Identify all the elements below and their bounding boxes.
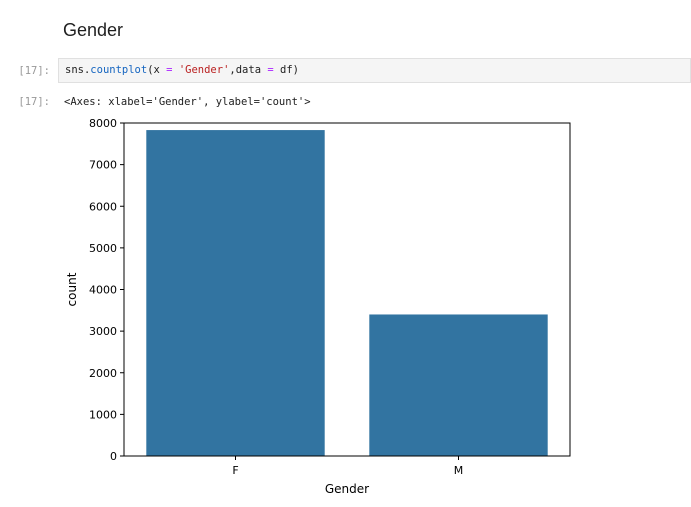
code-mid: ,data xyxy=(229,64,268,76)
y-tick-label: 6000 xyxy=(89,200,117,213)
output-text: <Axes: xlabel='Gender', ylabel='count'> xyxy=(64,96,311,108)
section-heading: Gender xyxy=(63,20,124,40)
input-prompt: [17]: xyxy=(18,65,50,77)
code-obj: sns. xyxy=(65,64,91,76)
code-tail: df) xyxy=(273,64,299,76)
y-axis-label: count xyxy=(65,272,79,306)
bar-m xyxy=(369,314,548,456)
output-prompt: [17]: xyxy=(18,96,50,108)
x-tick-label: M xyxy=(454,464,464,477)
y-tick-label: 1000 xyxy=(89,408,117,421)
y-tick-label: 5000 xyxy=(89,242,117,255)
y-axis: 0 1000 2000 3000 4000 5000 6000 7000 8000 xyxy=(89,117,124,463)
code-function: countplot xyxy=(90,64,148,76)
x-axis-label: Gender xyxy=(325,482,369,496)
y-tick-label: 7000 xyxy=(89,159,117,172)
code-line[interactable]: sns.countplot(x = 'Gender',data = df) xyxy=(65,64,299,76)
y-tick-label: 8000 xyxy=(89,117,117,130)
code-args-open: (x xyxy=(147,64,167,76)
x-tick-label: F xyxy=(232,464,238,477)
code-cell[interactable]: sns.countplot(x = 'Gender',data = df) xyxy=(58,58,691,83)
code-operator: = xyxy=(166,64,173,76)
y-tick-label: 2000 xyxy=(89,367,117,380)
bars-group xyxy=(146,130,548,457)
y-tick-label: 0 xyxy=(110,450,117,463)
y-tick-label: 3000 xyxy=(89,325,117,338)
code-operator: = xyxy=(267,64,274,76)
y-tick-label: 4000 xyxy=(89,284,117,297)
code-string: 'Gender' xyxy=(178,64,230,76)
bar-f xyxy=(146,130,325,457)
